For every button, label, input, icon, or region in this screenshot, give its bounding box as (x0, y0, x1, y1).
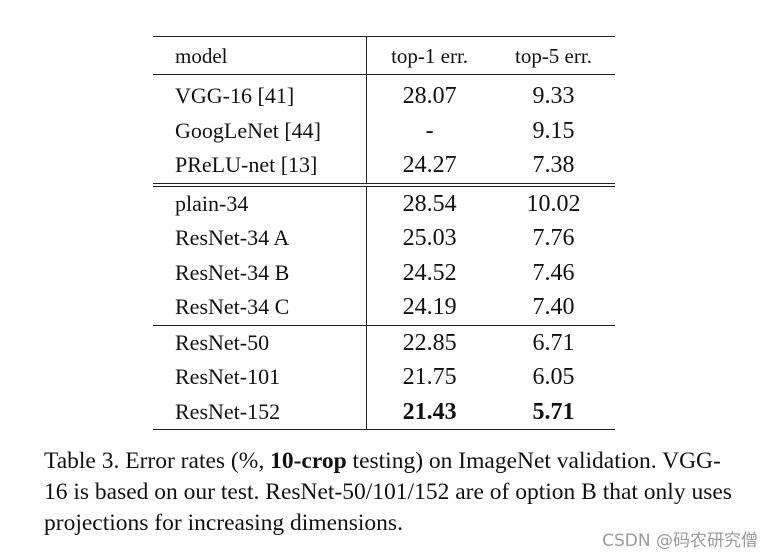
cell-top1: 22.85 (366, 324, 492, 360)
error-rates-table: model top-1 err. top-5 err. VGG-16 [41] … (153, 36, 615, 430)
table-row: ResNet-34 A 25.03 7.76 (153, 221, 615, 256)
table-row: plain-34 28.54 10.02 (153, 182, 615, 221)
cell-top5: 9.15 (532, 117, 575, 144)
cell-model: GoogLeNet [44] (175, 117, 322, 143)
table-caption: Table 3. Error rates (%, 10-crop testing… (44, 446, 744, 539)
cell-top1: 24.19 (366, 290, 492, 325)
table-row: ResNet-34 C 24.19 7.40 (153, 290, 615, 325)
cell-top1: 21.75 (366, 360, 492, 395)
cell-top1: 25.03 (366, 221, 492, 256)
cell-top5: 10.02 (491, 182, 615, 221)
cell-top1: - (366, 113, 492, 148)
table-row: ResNet-50 22.85 6.71 (153, 324, 615, 360)
table-row: ResNet-34 B 24.52 7.46 (153, 255, 615, 290)
cell-top5-best: 5.71 (491, 394, 615, 430)
table-row: GoogLeNet [44] - 9.15 (153, 113, 615, 148)
caption-text-start: Table 3. Error rates (%, (44, 448, 271, 474)
cell-model: VGG-16 [41] (175, 83, 295, 109)
cell-top1: 28.07 (366, 74, 492, 114)
cell-top1: 24.52 (366, 255, 492, 290)
table-row: VGG-16 [41] 28.07 9.33 (153, 74, 615, 114)
header-top5: top-5 err. (491, 36, 615, 75)
cell-model: ResNet-34 A (175, 225, 290, 251)
cell-top5: 7.38 (532, 152, 575, 179)
header-model: model (153, 36, 367, 75)
cell-model: ResNet-152 (153, 394, 367, 430)
table-row: ResNet-152 21.43 5.71 (153, 394, 615, 430)
caption-text-end: testing) on ImageNet validation. VGG-16 … (44, 448, 732, 536)
cell-top1: 24.27 (366, 148, 492, 185)
cell-model: ResNet-101 (175, 364, 281, 390)
results-table-container: model top-1 err. top-5 err. VGG-16 [41] … (153, 36, 615, 430)
cell-top5: 7.76 (532, 225, 575, 252)
cell-top5: 6.05 (532, 364, 575, 391)
table-row: PReLU-net [13] 24.27 7.38 (153, 148, 615, 185)
watermark: CSDN @码农研究僧 (602, 531, 758, 551)
table-header-row: model top-1 err. top-5 err. (153, 36, 615, 75)
cell-model: ResNet-34 C (175, 294, 290, 320)
cell-top1: 28.54 (366, 182, 492, 221)
cell-model: ResNet-50 (153, 324, 367, 360)
cell-model: plain-34 (153, 182, 367, 221)
cell-top5: 7.46 (532, 259, 575, 286)
cell-model: ResNet-34 B (175, 259, 290, 285)
cell-model: PReLU-net [13] (175, 152, 318, 178)
cell-top5: 7.40 (532, 294, 575, 321)
cell-top5: 6.71 (491, 324, 615, 360)
caption-bold-term: 10-crop (270, 448, 347, 474)
table-row: ResNet-101 21.75 6.05 (153, 360, 615, 395)
cell-top5: 9.33 (532, 83, 575, 110)
header-top1: top-1 err. (366, 36, 492, 75)
cell-top1-best: 21.43 (366, 394, 492, 430)
